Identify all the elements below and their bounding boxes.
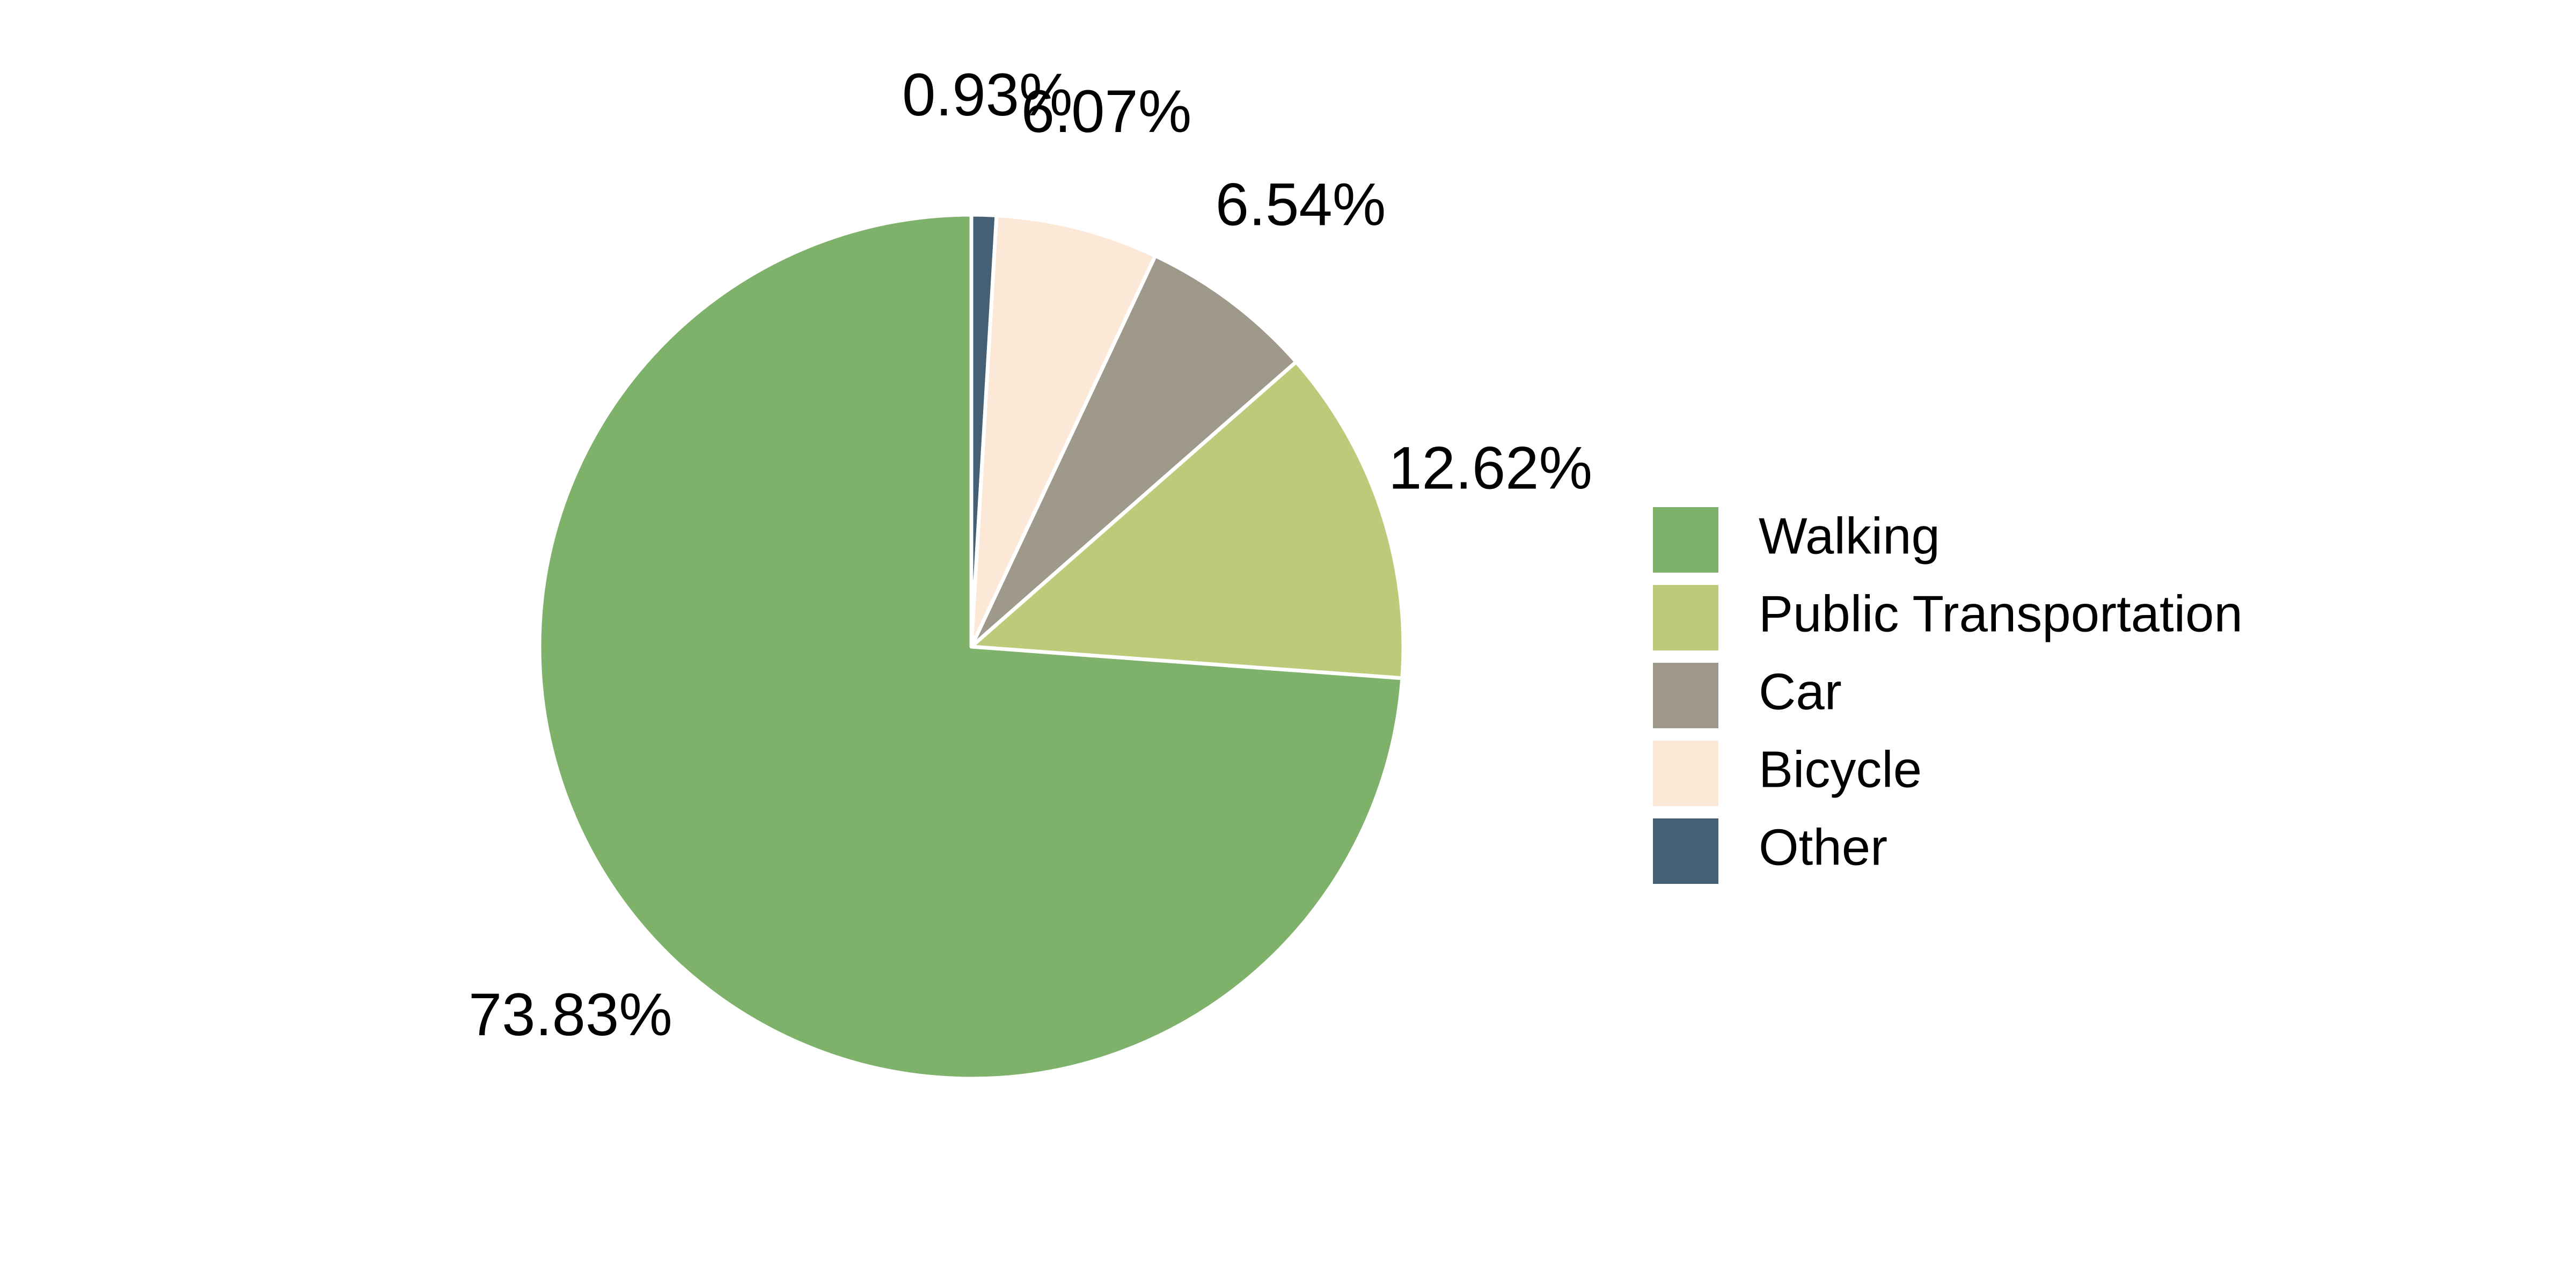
- legend-swatch-bicycle: [1653, 741, 1718, 806]
- legend-item-car: Car: [1653, 663, 1842, 728]
- pie-slice-car: [969, 254, 1298, 649]
- pie-slice-bicycle: [969, 213, 1158, 649]
- pie-label-public-transportation: 12.62%: [1388, 434, 1592, 501]
- legend-swatch-public-transportation: [1653, 585, 1718, 650]
- pie-slices: [537, 213, 1406, 1081]
- legend-label-other: Other: [1759, 818, 1887, 876]
- legend-item-other: Other: [1653, 818, 1887, 884]
- pie-label-car: 6.54%: [1216, 171, 1386, 238]
- legend-item-bicycle: Bicycle: [1653, 741, 1922, 806]
- legend-swatch-car: [1653, 663, 1718, 728]
- pie-label-bicycle: 6.07%: [1021, 78, 1192, 145]
- legend-item-public-transportation: Public Transportation: [1653, 585, 2243, 650]
- pie-slice-public-transportation: [969, 360, 1406, 680]
- legend-swatch-walking: [1653, 507, 1718, 573]
- legend: Walking Public Transportation Car Bicycle Ot…: [1653, 507, 2243, 884]
- legend-swatch-other: [1653, 818, 1718, 884]
- legend-item-walking: Walking: [1653, 507, 1940, 573]
- pie-labels: 0.93%6.07% 6.54% 12.62% 73.83%: [469, 61, 1592, 1048]
- pie-label-walking: 73.83%: [469, 981, 672, 1048]
- legend-label-walking: Walking: [1759, 507, 1940, 565]
- legend-label-public-transportation: Public Transportation: [1759, 585, 2243, 642]
- pie-slice-walking: [537, 213, 1404, 1081]
- legend-label-bicycle: Bicycle: [1759, 741, 1922, 798]
- legend-label-car: Car: [1759, 663, 1842, 720]
- pie-label-other: 0.93%: [902, 61, 1073, 128]
